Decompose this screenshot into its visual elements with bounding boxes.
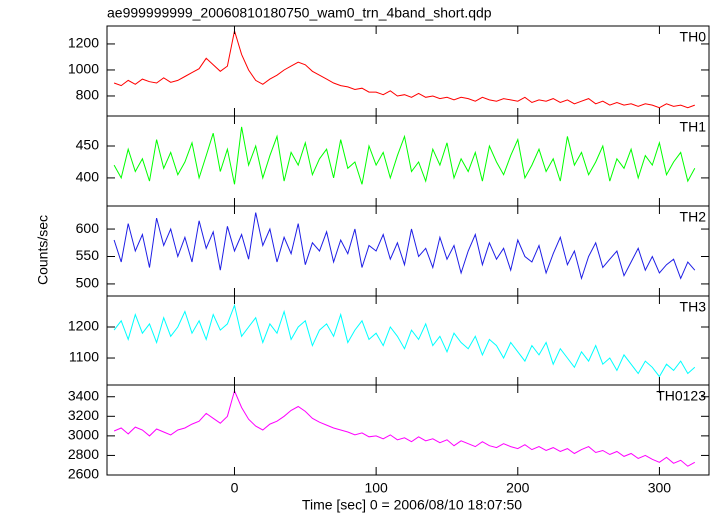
- y-tick-label: 3400: [68, 387, 99, 403]
- data-line: [113, 303, 696, 378]
- y-tick-label: 500: [76, 275, 100, 291]
- panel-label: TH0: [680, 29, 707, 45]
- panel-label: TH0123: [656, 388, 706, 404]
- data-line: [113, 30, 695, 109]
- panel-frame: [106, 205, 710, 297]
- y-tick-label: 550: [76, 247, 100, 263]
- y-tick-label: 1000: [68, 61, 99, 77]
- y-tick-label: 1200: [68, 35, 99, 51]
- y-tick-label: 3000: [68, 427, 99, 443]
- y-axis-label: Counts/sec: [35, 215, 51, 285]
- x-tick-label: 200: [506, 480, 530, 496]
- panel-label: TH1: [680, 119, 707, 135]
- y-tick-label: 2600: [68, 466, 99, 482]
- y-tick-label: 1200: [68, 318, 99, 334]
- y-tick-label: 600: [76, 220, 100, 236]
- panel-label: TH3: [680, 299, 707, 315]
- panel-frame: [106, 25, 710, 117]
- data-line: [113, 389, 696, 467]
- x-axis-label: Time [sec] 0 = 2006/08/10 18:07:50: [302, 497, 522, 513]
- panel-label: TH2: [680, 209, 707, 225]
- y-tick-label: 3200: [68, 407, 99, 423]
- y-tick-label: 2800: [68, 446, 99, 462]
- x-tick-label: 100: [364, 480, 388, 496]
- chart-title: ae999999999_20060810180750_wam0_trn_4ban…: [107, 5, 492, 21]
- y-tick-label: 1100: [69, 349, 99, 365]
- y-tick-label: 450: [76, 137, 100, 153]
- panel-frame: [106, 384, 710, 476]
- data-line: [113, 212, 696, 281]
- y-tick-label: 400: [76, 169, 100, 185]
- x-tick-label: 300: [648, 480, 672, 496]
- data-line: [113, 126, 696, 185]
- x-tick-label: 0: [231, 480, 239, 496]
- y-tick-label: 800: [76, 87, 100, 103]
